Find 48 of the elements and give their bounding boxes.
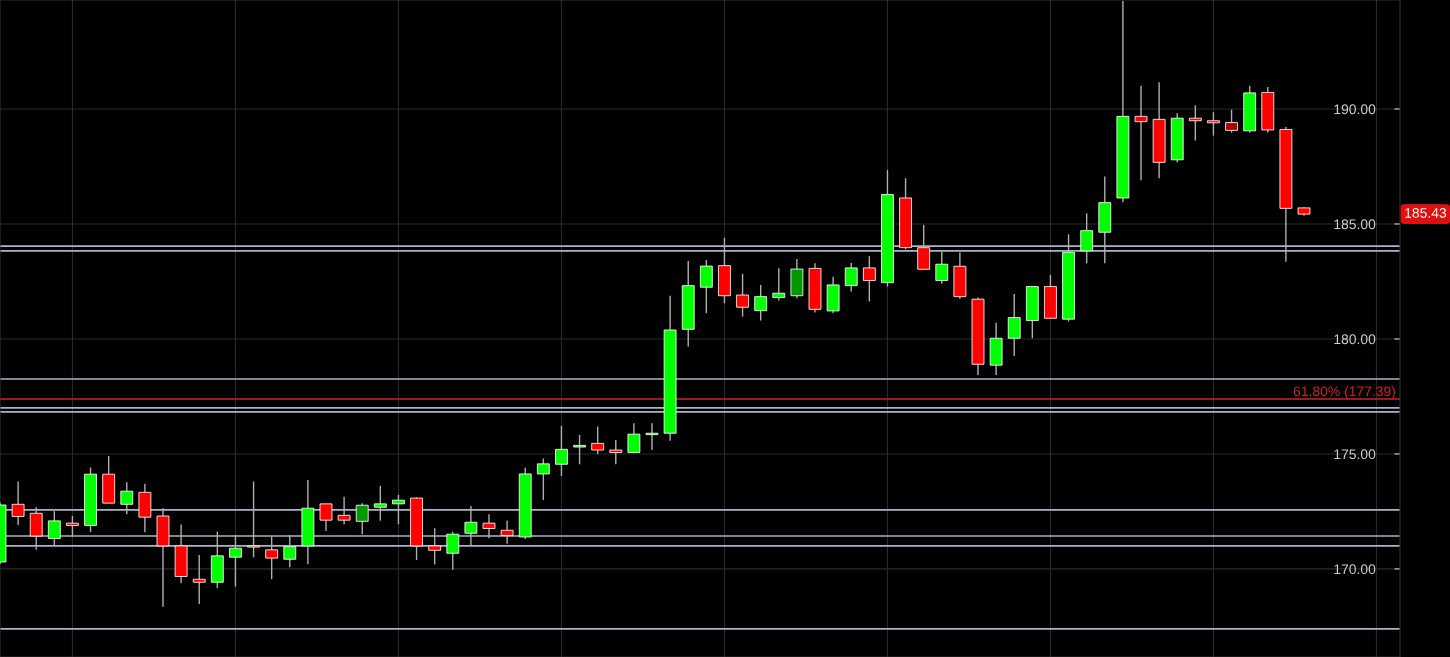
candlestick <box>428 527 442 566</box>
candlestick <box>500 519 514 545</box>
candlestick <box>355 502 369 535</box>
candlestick <box>573 434 586 465</box>
candlestick <box>392 494 405 526</box>
candlestick <box>1080 212 1094 265</box>
candlestick <box>247 480 260 559</box>
candlestick <box>536 457 550 501</box>
y-tick-label: 190.00 <box>1334 104 1376 115</box>
candlestick <box>120 481 134 515</box>
candlestick <box>283 534 297 569</box>
candlestick <box>446 530 460 571</box>
candlestick <box>917 224 931 270</box>
y-tick-label: 185.00 <box>1334 219 1376 230</box>
candlestick <box>11 480 25 526</box>
candlestick <box>464 505 478 547</box>
candlestick <box>935 250 949 285</box>
candlestick <box>627 422 641 454</box>
candlestick <box>1007 293 1021 357</box>
y-tick-label: 175.00 <box>1334 449 1376 460</box>
candlestick <box>645 422 659 451</box>
candlestick <box>754 284 768 322</box>
y-tick-label: 170.00 <box>1334 564 1376 575</box>
candlestick <box>736 273 749 318</box>
candlestick <box>66 515 79 538</box>
text: 185.43 <box>1405 207 1447 218</box>
candlestick <box>1134 85 1148 181</box>
candlestick <box>609 439 623 465</box>
candlestick <box>229 534 242 588</box>
candlestick <box>265 535 279 580</box>
candlestick <box>47 510 61 546</box>
y-tick-label: 180.00 <box>1334 334 1376 345</box>
candlestick <box>1225 108 1238 134</box>
candlestick <box>1188 104 1202 142</box>
candlestick <box>29 506 43 551</box>
candlestick <box>319 503 333 532</box>
candlestick <box>192 554 206 605</box>
candlestick <box>699 259 713 314</box>
candlestick <box>337 496 351 526</box>
candlestick <box>772 267 786 302</box>
candlestick <box>862 255 876 303</box>
candlestick <box>482 513 496 540</box>
candlestick <box>373 485 387 522</box>
candlestick <box>555 425 568 477</box>
candlestick <box>591 425 605 455</box>
candlestick <box>1207 111 1220 137</box>
candlestick <box>844 262 858 293</box>
ref-line-label: 61.80% (177.39) <box>1293 386 1395 399</box>
